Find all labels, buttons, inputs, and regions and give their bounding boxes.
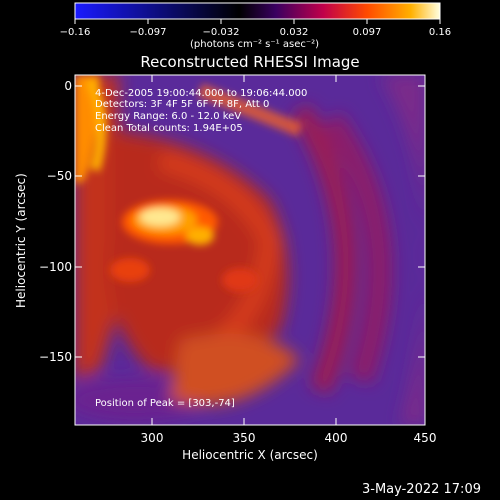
y-axis-label: Heliocentric Y (arcsec) <box>14 173 28 308</box>
y-tick-label: 0 <box>64 79 72 93</box>
y-axis-ticks <box>75 85 425 358</box>
colorbar-tick-label: −0.16 <box>59 27 91 38</box>
plot-frame <box>74 74 426 426</box>
x-tick-label: 400 <box>324 431 348 445</box>
colorbar-ticks <box>74 19 441 24</box>
colorbar-tick-label: 0.16 <box>428 27 452 38</box>
peak-position-text: Position of Peak = [303,-74] <box>95 398 235 409</box>
detectors-text: Detectors: 3F 4F 5F 6F 7F 8F, Att 0 <box>95 99 270 110</box>
colorbar <box>74 2 441 20</box>
image-title: Reconstructed RHESSI Image <box>140 53 360 71</box>
energy-range-text: Energy Range: 6.0 - 12.0 keV <box>95 111 242 122</box>
y-tick-label: −150 <box>39 350 72 364</box>
y-tick-label: −100 <box>39 260 72 274</box>
x-tick-label: 300 <box>140 431 164 445</box>
date-stamp: 3-May-2022 17:09 <box>362 482 481 497</box>
emission-map <box>75 75 425 425</box>
x-tick-label: 350 <box>232 431 256 445</box>
colorbar-unit-label: (photons cm⁻² s⁻¹ asec⁻²) <box>190 39 320 50</box>
colorbar-tick-label: −0.097 <box>129 27 167 38</box>
time-range-text: 4-Dec-2005 19:00:44.000 to 19:06:44.000 <box>95 88 308 99</box>
x-axis-ticks <box>151 75 426 425</box>
colorbar-tick-label: 0.097 <box>352 27 382 38</box>
method-counts-text: Clean Total counts: 1.94E+05 <box>95 123 243 134</box>
colorbar-tick-label: −0.032 <box>202 27 240 38</box>
y-tick-label: −50 <box>46 169 72 183</box>
x-axis-label: Heliocentric X (arcsec) <box>182 448 318 462</box>
colorbar-tick-label: 0.032 <box>279 27 309 38</box>
x-tick-label: 450 <box>413 431 437 445</box>
